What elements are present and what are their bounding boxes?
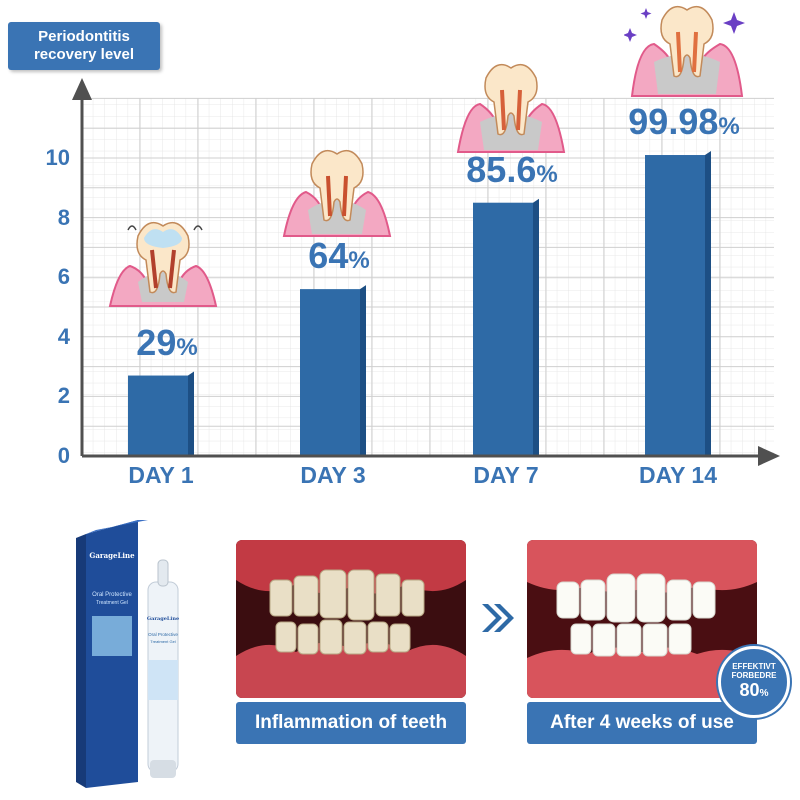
data-label-unit: % — [718, 113, 740, 141]
y-tick-label: 2 — [57, 383, 70, 409]
tooth-stage-2-icon — [282, 149, 392, 237]
y-axis-arrow — [72, 78, 92, 100]
bar-1 — [128, 375, 188, 456]
y-axis-badge: Periodontitis recovery level — [8, 22, 160, 70]
y-tick-label: 8 — [57, 204, 70, 230]
data-label-unit: % — [536, 160, 558, 188]
data-label-unit: % — [348, 247, 370, 275]
data-label-3: 85.6% — [466, 149, 557, 191]
data-label-1: 29% — [136, 322, 197, 364]
seal-line-2: FORBEDRE — [731, 671, 777, 680]
data-label-number: 85.6 — [466, 148, 537, 190]
pen-brand: GarageLine — [147, 616, 179, 622]
pen-name-2: Treatment Gel — [150, 639, 176, 644]
tooth-stage-3-icon — [456, 63, 566, 153]
bar-2 — [300, 289, 360, 456]
bar-1-side — [188, 371, 194, 456]
badge-line-1: Periodontitis — [38, 28, 130, 45]
y-tick-label: 4 — [57, 323, 70, 349]
seal-number: 80 — [739, 680, 760, 700]
y-tick-label: 10 — [45, 145, 70, 170]
seal-line-1: EFFEKTIVT — [732, 662, 776, 671]
data-label-number: 99.98 — [628, 101, 719, 143]
before-caption: Inflammation of teeth — [236, 702, 466, 744]
box-brand: GarageLine — [89, 551, 135, 560]
x-axis-arrow — [758, 446, 780, 466]
x-tick-label: DAY 1 — [128, 462, 194, 488]
y-tick-label: 0 — [57, 443, 70, 468]
data-label-2: 64% — [308, 235, 369, 277]
effectiveness-seal: EFFEKTIVT FORBEDRE 80% — [718, 646, 790, 718]
product-image: GarageLine Oral Protective Treatment Gel… — [76, 520, 179, 788]
tooth-stage-4-icon — [624, 5, 745, 97]
y-tick-label: 6 — [57, 264, 70, 290]
double-chevron-right-icon — [482, 604, 514, 632]
box-name-2: Treatment Gel — [96, 600, 128, 606]
seal-unit: % — [759, 688, 769, 699]
after-photo — [527, 540, 757, 698]
after-caption: After 4 weeks of use — [527, 702, 757, 744]
pen-name-1: Oral Protective — [148, 632, 178, 637]
bar-4-side — [705, 151, 711, 456]
x-tick-label: DAY 3 — [300, 462, 366, 488]
data-label-unit: % — [176, 333, 198, 361]
data-label-number: 29 — [136, 321, 177, 363]
bar-2-side — [360, 285, 366, 456]
data-label-4: 99.98% — [628, 101, 739, 143]
box-name-1: Oral Protective — [92, 592, 132, 598]
bars — [128, 151, 711, 456]
tooth-stage-1-icon — [108, 221, 218, 307]
bar-4 — [645, 155, 705, 456]
bar-3-side — [533, 198, 539, 456]
recovery-chart — [72, 78, 780, 466]
bar-3 — [473, 202, 533, 456]
data-label-number: 64 — [308, 235, 349, 277]
badge-line-2: recovery level — [33, 46, 135, 63]
x-tick-label: DAY 7 — [473, 462, 539, 488]
x-tick-label: DAY 14 — [638, 462, 718, 488]
before-photo — [236, 540, 466, 698]
